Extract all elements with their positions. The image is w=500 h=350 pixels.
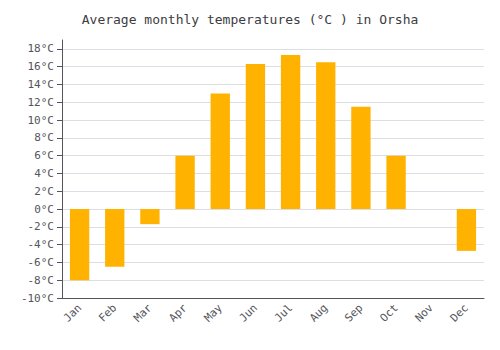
svg-text:Feb: Feb bbox=[96, 301, 119, 324]
svg-text:Sep: Sep bbox=[342, 301, 365, 324]
svg-text:-6°C: -6°C bbox=[28, 256, 55, 269]
svg-text:-4°C: -4°C bbox=[28, 238, 55, 251]
svg-text:Jul: Jul bbox=[272, 301, 295, 324]
svg-text:Nov: Nov bbox=[413, 301, 436, 324]
svg-text:Jan: Jan bbox=[61, 301, 84, 324]
svg-text:-2°C: -2°C bbox=[28, 220, 55, 233]
svg-text:14°C: 14°C bbox=[28, 78, 55, 91]
svg-text:8°C: 8°C bbox=[34, 131, 54, 144]
svg-text:Jun: Jun bbox=[237, 301, 260, 324]
svg-text:Oct: Oct bbox=[377, 301, 400, 324]
svg-text:12°C: 12°C bbox=[28, 96, 55, 109]
svg-text:Aug: Aug bbox=[307, 301, 330, 324]
svg-text:2°C: 2°C bbox=[34, 185, 54, 198]
svg-text:-10°C: -10°C bbox=[21, 292, 54, 305]
svg-text:0°C: 0°C bbox=[34, 203, 54, 216]
svg-text:Average monthly temperatures (: Average monthly temperatures (°C ) in Or… bbox=[82, 12, 419, 27]
svg-text:6°C: 6°C bbox=[34, 149, 54, 162]
svg-text:10°C: 10°C bbox=[28, 114, 55, 127]
svg-text:18°C: 18°C bbox=[28, 42, 55, 55]
svg-text:16°C: 16°C bbox=[28, 60, 55, 73]
svg-text:Mar: Mar bbox=[131, 301, 154, 324]
svg-text:Apr: Apr bbox=[166, 301, 189, 324]
svg-text:4°C: 4°C bbox=[34, 167, 54, 180]
svg-text:May: May bbox=[202, 301, 225, 324]
svg-text:Dec: Dec bbox=[448, 301, 471, 324]
svg-text:-8°C: -8°C bbox=[28, 274, 55, 287]
